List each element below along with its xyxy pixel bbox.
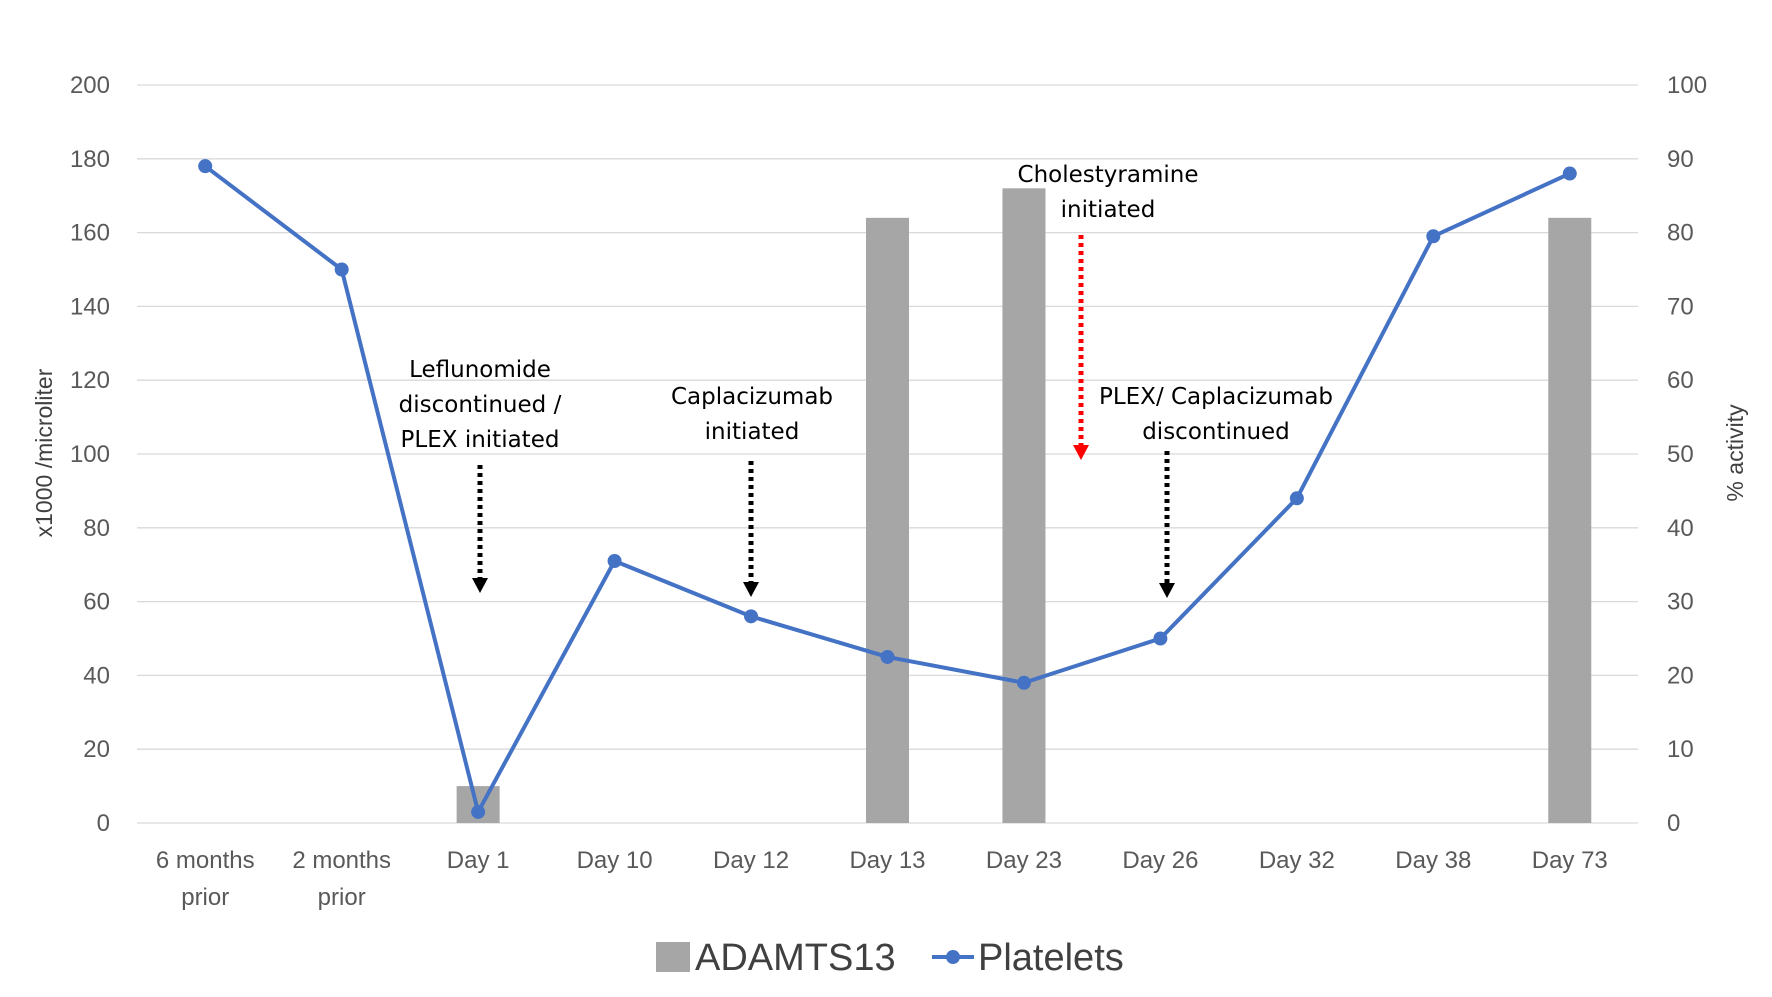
y-right-tick-label: 60 bbox=[1667, 367, 1694, 394]
x-tick-label: 6 months bbox=[156, 847, 255, 874]
x-tick-label: Day 23 bbox=[986, 847, 1062, 874]
annotation-text: initiated bbox=[1061, 197, 1156, 223]
right-axis-ticks: 0 10 20 30 40 50 60 70 80 90 100 bbox=[1667, 72, 1707, 837]
platelets-point bbox=[1426, 229, 1441, 244]
annotation-text: Cholestyramine bbox=[1018, 162, 1199, 188]
annotation-text: PLEX/ Caplacizumab bbox=[1099, 384, 1333, 410]
adamts13-bars bbox=[456, 188, 1592, 824]
x-tick-label: Day 38 bbox=[1395, 847, 1471, 874]
bar-adamts13 bbox=[1548, 217, 1592, 824]
x-tick-label: prior bbox=[318, 884, 366, 911]
y-right-tick-label: 40 bbox=[1667, 515, 1694, 542]
y-tick-label: 100 bbox=[70, 441, 110, 468]
y-tick-label: 80 bbox=[83, 515, 110, 542]
platelets-point bbox=[1562, 166, 1577, 181]
annotation-arrow-head bbox=[1073, 445, 1089, 460]
legend-label-platelets: Platelets bbox=[978, 937, 1124, 979]
legend-swatch-platelets-marker bbox=[946, 950, 960, 964]
y-tick-label: 60 bbox=[83, 589, 110, 616]
y-tick-label: 120 bbox=[70, 367, 110, 394]
annotation-text: discontinued / bbox=[399, 392, 562, 418]
x-axis-ticks: 6 months prior 2 months prior Day 1 Day 10 Day… bbox=[156, 847, 1608, 911]
bar-adamts13 bbox=[866, 217, 909, 824]
annotation-arrow-head bbox=[743, 582, 759, 597]
y-tick-label: 200 bbox=[70, 72, 110, 99]
x-tick-label: 2 months bbox=[292, 847, 391, 874]
x-tick-label: Day 10 bbox=[577, 847, 653, 874]
y-right-tick-label: 80 bbox=[1667, 220, 1694, 247]
y-right-tick-label: 100 bbox=[1667, 72, 1707, 99]
y-tick-label: 180 bbox=[70, 146, 110, 173]
left-axis-ticks: 0 20 40 60 80 100 120 140 160 180 200 bbox=[70, 72, 110, 837]
legend-label-adamts13: ADAMTS13 bbox=[695, 937, 896, 979]
annotation-arrow-head bbox=[1159, 583, 1175, 598]
annotation-text: initiated bbox=[705, 419, 800, 445]
y-right-tick-label: 70 bbox=[1667, 293, 1694, 320]
y-right-tick-label: 0 bbox=[1667, 810, 1680, 837]
y-tick-label: 0 bbox=[97, 810, 110, 837]
platelets-point bbox=[607, 554, 622, 569]
platelets-point bbox=[1016, 675, 1031, 690]
y-right-tick-label: 20 bbox=[1667, 662, 1694, 689]
annotation-text: Leflunomide bbox=[409, 357, 551, 383]
platelets-point bbox=[1289, 491, 1304, 506]
y-tick-label: 40 bbox=[83, 662, 110, 689]
y-tick-label: 160 bbox=[70, 220, 110, 247]
platelets-point bbox=[744, 609, 759, 624]
platelets-line-series bbox=[198, 159, 1577, 819]
x-tick-label: Day 73 bbox=[1532, 847, 1608, 874]
x-tick-label: Day 32 bbox=[1259, 847, 1335, 874]
annotation-arrow-head bbox=[472, 578, 488, 593]
y-right-tick-label: 50 bbox=[1667, 441, 1694, 468]
annotation-text: PLEX initiated bbox=[401, 427, 560, 453]
platelets-point bbox=[198, 159, 213, 174]
platelets-point bbox=[1153, 631, 1168, 646]
y-right-tick-label: 30 bbox=[1667, 589, 1694, 616]
y-tick-label: 20 bbox=[83, 736, 110, 763]
y-right-tick-label: 10 bbox=[1667, 736, 1694, 763]
x-tick-label: Day 12 bbox=[713, 847, 789, 874]
legend-swatch-adamts13 bbox=[656, 942, 690, 972]
annotation-text: Caplacizumab bbox=[671, 384, 833, 410]
left-axis-title: x1000 /microliter bbox=[31, 368, 57, 537]
bar-adamts13 bbox=[1002, 188, 1046, 823]
annotation-text: discontinued bbox=[1142, 419, 1290, 445]
platelets-point bbox=[471, 804, 486, 819]
right-axis-title: % activity bbox=[1722, 404, 1748, 502]
legend: ADAMTS13 Platelets bbox=[656, 937, 1124, 979]
y-tick-label: 140 bbox=[70, 293, 110, 320]
x-tick-label: prior bbox=[181, 884, 229, 911]
y-right-tick-label: 90 bbox=[1667, 146, 1694, 173]
x-tick-label: Day 13 bbox=[849, 847, 925, 874]
platelets-point bbox=[334, 262, 349, 277]
x-tick-label: Day 26 bbox=[1122, 847, 1198, 874]
platelets-point bbox=[880, 649, 895, 664]
x-tick-label: Day 1 bbox=[447, 847, 510, 874]
annotations: Leflunomide discontinued / PLEX initiated C… bbox=[399, 162, 1333, 598]
